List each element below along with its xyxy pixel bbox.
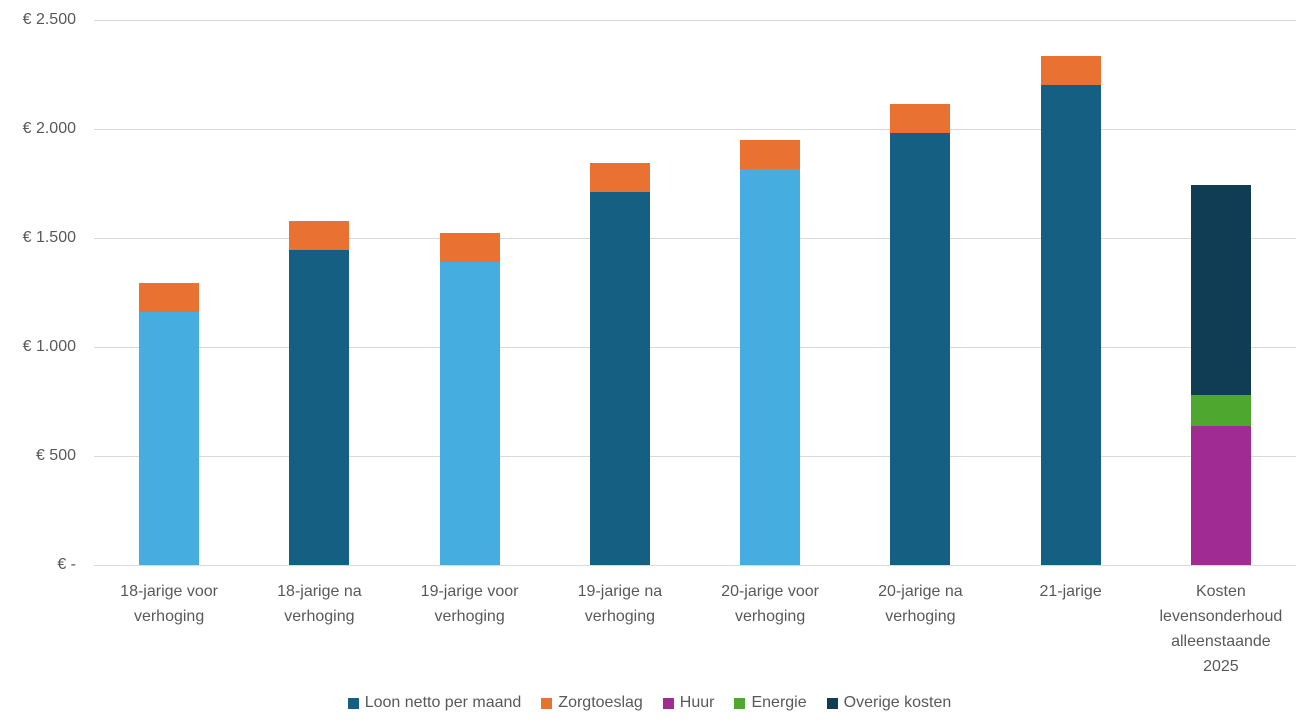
gridline (94, 456, 1296, 457)
x-axis-label: 21-jarige (1039, 583, 1102, 600)
y-tick-label: € - (57, 556, 76, 573)
legend-label: Loon netto per maand (364, 694, 522, 711)
bar-segment (589, 192, 650, 565)
legend-label: Zorgtoeslag (558, 694, 643, 711)
y-tick-label: € 500 (35, 447, 76, 464)
bar-segment (289, 250, 350, 565)
bar-segment (740, 169, 801, 565)
legend: Loon netto per maand Zorgtoeslag Huur Energ… (0, 693, 1299, 713)
bar-segment (1190, 395, 1251, 426)
legend-swatch-icon (826, 697, 838, 709)
legend-item: Huur (662, 693, 715, 713)
legend-item: Overige kosten (826, 693, 952, 713)
y-tick-label: € 2.000 (22, 120, 76, 137)
bar-segment (740, 139, 801, 170)
legend-swatch-icon (662, 697, 674, 709)
x-axis-label: 19-jarige voor verhoging (420, 583, 519, 625)
legend-label: Energie (751, 694, 807, 711)
y-tick-label: € 2.500 (22, 11, 76, 28)
legend-swatch-icon (347, 697, 359, 709)
gridline (94, 129, 1296, 130)
x-axis-label: 18-jarige na verhoging (277, 583, 362, 625)
gridline (94, 20, 1296, 21)
legend-item: Zorgtoeslag (541, 693, 643, 713)
legend-label: Huur (679, 694, 715, 711)
bar-segment (589, 162, 650, 193)
bar-segment (289, 220, 350, 250)
bar-segment (139, 282, 200, 313)
x-axis-label: 18-jarige voor verhoging (120, 583, 218, 625)
y-tick-label: € 1.500 (22, 229, 76, 246)
bar-segment (890, 103, 951, 134)
legend-swatch-icon (541, 697, 553, 709)
bar-segment (439, 232, 500, 262)
bar-segment (439, 262, 500, 565)
bar-segment (1190, 184, 1251, 395)
gridline (94, 565, 1296, 566)
y-tick-label: € 1.000 (22, 338, 76, 355)
x-axis-label: 20-jarige na verhoging (878, 583, 963, 625)
x-axis-label: Kosten levensonderhoud alleenstaande 202… (1159, 583, 1283, 675)
gridline (94, 347, 1296, 348)
bar-segment (139, 312, 200, 565)
x-axis-label: 20-jarige voor verhoging (721, 583, 819, 625)
legend-item: Energie (734, 693, 807, 713)
gridline (94, 238, 1296, 239)
legend-swatch-icon (734, 697, 746, 709)
legend-item: Loon netto per maand (347, 693, 522, 713)
legend-label: Overige kosten (843, 694, 952, 711)
bar-segment (1040, 56, 1101, 86)
x-axis-label: 19-jarige na verhoging (577, 583, 663, 625)
bar-segment (1040, 85, 1101, 565)
bar-segment (890, 133, 951, 565)
bar-segment (1190, 425, 1251, 565)
